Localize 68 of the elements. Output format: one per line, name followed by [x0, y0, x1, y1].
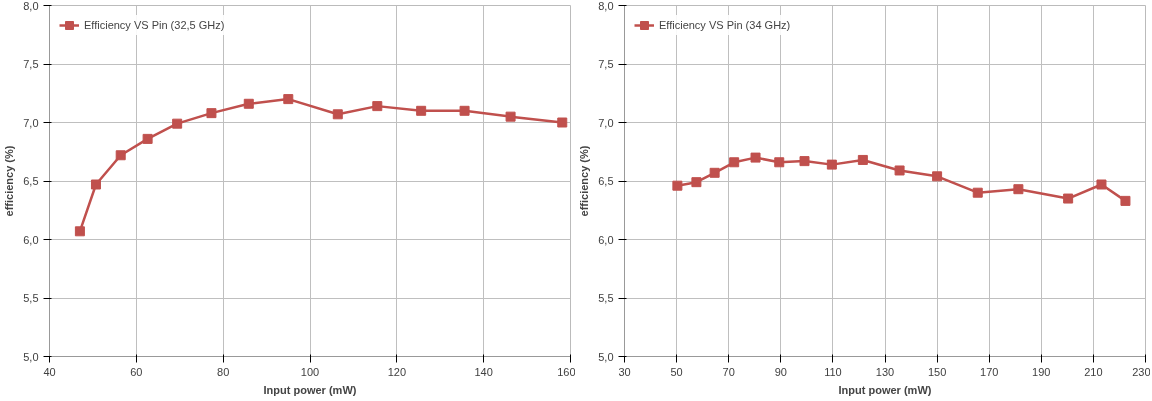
point — [750, 152, 761, 163]
legend-label: Efficiency VS Pin (32,5 GHz) — [84, 19, 225, 31]
y-axis-title: efficiency (%) — [3, 145, 16, 217]
x-tick-label: 150 — [927, 365, 947, 378]
y-tick-label: 7,5 — [23, 58, 39, 70]
point — [206, 108, 217, 119]
point — [90, 179, 101, 190]
x-tick-label: 80 — [217, 365, 230, 378]
point — [774, 157, 785, 168]
x-tick-label: 230 — [1132, 365, 1151, 378]
point — [691, 177, 702, 188]
x-tick-label: 110 — [824, 365, 842, 378]
point — [894, 165, 905, 176]
x-tick-label: 60 — [130, 365, 143, 378]
point — [74, 226, 85, 237]
point — [1120, 195, 1131, 206]
x-axis-title: Input power (mW) — [263, 383, 357, 396]
point — [172, 118, 183, 129]
legend-label: Efficiency VS Pin (34 GHz) — [659, 19, 791, 31]
x-tick-label: 100 — [300, 365, 320, 378]
point — [283, 94, 294, 105]
y-axis-title: efficiency (%) — [578, 145, 591, 217]
point — [826, 159, 837, 170]
y-tick-label: 7,0 — [598, 116, 614, 129]
point — [972, 187, 983, 198]
x-axis-title: Input power (mW) — [838, 383, 932, 396]
point — [729, 157, 740, 168]
x-tick-label: 120 — [387, 365, 407, 378]
point — [557, 117, 568, 128]
y-tick-label: 6,0 — [23, 233, 39, 246]
y-tick-label: 6,0 — [598, 233, 614, 246]
point — [932, 171, 943, 182]
x-tick-label: 30 — [618, 365, 631, 378]
x-tick-label: 40 — [43, 365, 56, 378]
point — [142, 133, 153, 144]
x-tick-label: 170 — [980, 365, 999, 378]
x-tick-label: 130 — [875, 365, 895, 378]
y-tick-label: 5,5 — [23, 292, 39, 304]
point — [459, 105, 470, 116]
point — [243, 98, 254, 109]
y-tick-label: 6,5 — [23, 175, 39, 187]
point — [1013, 184, 1024, 195]
point — [372, 101, 383, 112]
x-tick-label: 190 — [1032, 365, 1051, 378]
point — [416, 105, 427, 116]
point — [1096, 179, 1107, 190]
y-tick-label: 5,0 — [598, 350, 614, 363]
x-tick-label: 210 — [1084, 365, 1103, 378]
point — [799, 156, 810, 167]
x-tick-label: 90 — [774, 365, 787, 378]
y-tick-label: 5,0 — [23, 350, 39, 363]
x-tick-label: 50 — [670, 365, 683, 378]
point — [709, 167, 720, 178]
y-tick-label: 7,5 — [598, 58, 614, 70]
point — [505, 111, 516, 122]
point — [115, 150, 126, 161]
x-tick-label: 160 — [557, 365, 576, 378]
y-tick-label: 8,0 — [598, 0, 614, 12]
point — [857, 154, 868, 165]
point — [1063, 193, 1074, 204]
x-tick-label: 140 — [474, 365, 493, 378]
point — [672, 180, 683, 191]
y-tick-label: 6,5 — [598, 175, 614, 187]
y-tick-label: 7,0 — [23, 116, 39, 129]
y-tick-label: 5,5 — [598, 292, 614, 304]
y-tick-label: 8,0 — [23, 0, 39, 12]
point — [332, 109, 343, 120]
x-tick-label: 70 — [722, 365, 735, 378]
